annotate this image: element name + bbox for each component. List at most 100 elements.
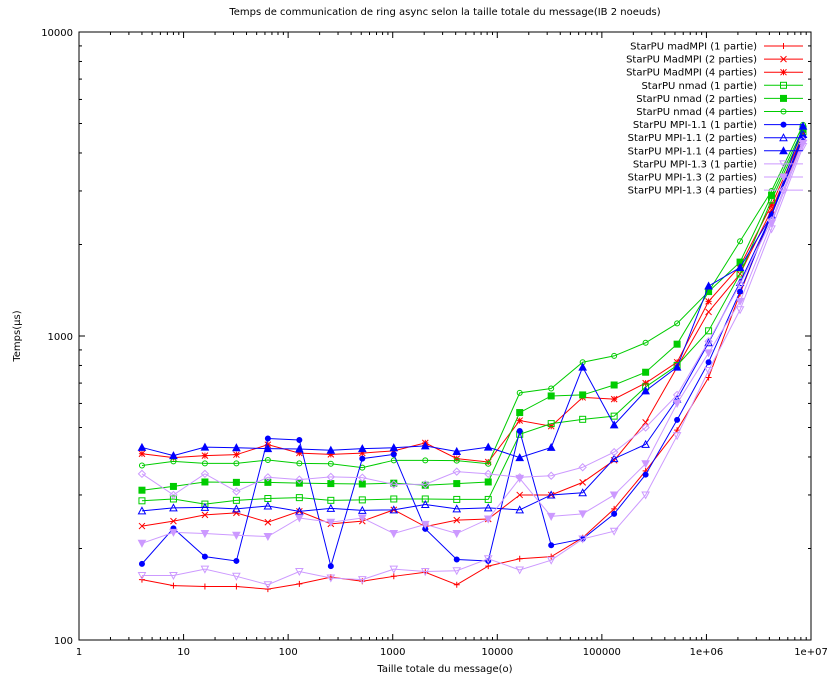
data-point [611,510,618,517]
data-point [484,495,492,503]
data-point [138,450,146,458]
data-point [483,442,493,451]
data-point [485,563,492,570]
data-point [735,306,745,315]
data-point [200,502,210,511]
data-point [704,337,713,346]
data-point [264,435,271,442]
data-point [642,368,650,376]
data-point [798,121,808,130]
legend-item: StarPU nmad (4 parties) [636,107,803,118]
legend-item: StarPU MPI-1.1 (1 partie) [633,120,803,131]
data-point [295,506,304,515]
data-point [779,173,788,182]
data-point [641,386,650,395]
data-point [358,449,366,457]
data-point [296,460,303,467]
data-point [390,479,398,487]
data-point [483,503,493,512]
data-point [546,556,556,565]
data-point [359,455,366,462]
data-point [358,480,366,488]
data-point [578,488,588,497]
legend-item: StarPU MPI-1.1 (4 parties) [628,146,803,157]
data-point [232,572,241,581]
data-point [641,491,650,500]
x-tick-label: 1e+06 [690,647,724,658]
data-point [484,478,492,486]
data-point [704,281,713,290]
data-point [138,560,145,567]
data-point [642,339,649,346]
data-point [516,417,524,424]
data-point [233,557,240,564]
data-point [780,94,787,102]
data-point [768,201,775,209]
data-point [233,583,240,590]
y-axis-label: Temps(µs) [12,310,23,362]
data-point [516,491,524,499]
data-point [326,518,336,527]
series-line [141,134,804,463]
data-point [201,583,208,590]
data-point [485,460,492,467]
data-point [579,415,587,423]
data-point [672,390,682,400]
data-point [578,535,588,544]
data-point [642,471,649,478]
data-point [610,395,618,403]
data-point [137,442,147,451]
data-point [780,108,787,115]
data-point [327,480,335,488]
data-point [453,480,461,488]
data-point [327,496,335,504]
data-point [138,522,146,530]
data-point [483,515,493,524]
data-point [389,443,399,452]
series [138,134,807,530]
data-point [609,420,619,429]
x-tick-label: 1000 [380,647,405,658]
data-point [169,490,178,500]
data-point [420,441,430,450]
data-point [137,469,147,479]
y-tick-label: 1000 [48,332,73,343]
data-point [389,565,399,574]
data-point [358,496,366,504]
series-line [141,137,804,569]
data-point [779,146,788,155]
data-point [295,475,304,484]
data-point [169,495,177,503]
data-point [263,533,273,542]
data-point [705,327,713,335]
data-point [780,121,787,128]
data-point [578,362,588,371]
data-point [296,580,303,587]
data-point [421,480,430,489]
data-point [232,504,241,513]
data-point [137,571,147,581]
data-point [390,573,397,580]
data-point [326,503,336,512]
data-point [516,555,523,562]
data-point [578,463,587,472]
data-point [484,458,492,466]
data-point [548,385,555,392]
series [138,137,807,593]
data-point [453,457,460,464]
data-point [232,478,240,486]
data-point [705,298,712,305]
data-point [264,518,272,526]
data-point [579,391,587,399]
data-point [264,456,271,463]
data-point [610,412,618,420]
data-point [609,527,619,536]
data-point [138,462,145,469]
legend-item: StarPU MPI-1.3 (4 parties) [628,186,803,197]
data-point [705,374,712,381]
series-line [141,137,804,528]
data-point [263,444,273,453]
data-point [296,436,303,443]
data-point [296,449,303,457]
